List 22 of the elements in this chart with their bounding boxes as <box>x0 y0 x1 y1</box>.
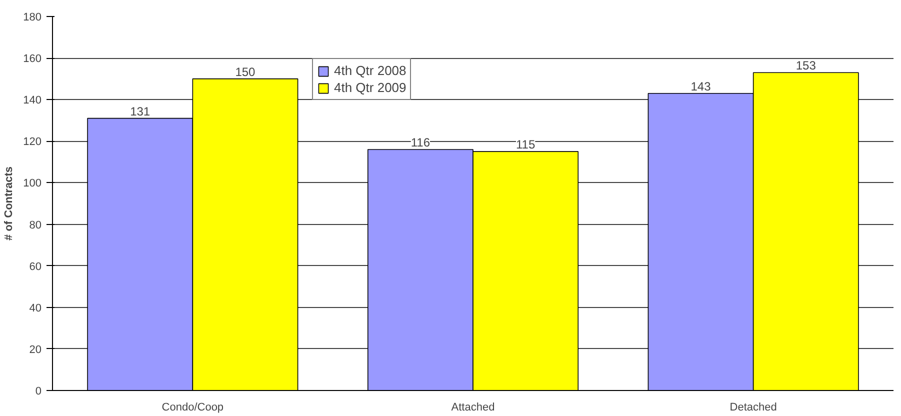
y-tick-label: 20 <box>29 344 42 356</box>
data-label: 116 <box>410 135 430 150</box>
y-tick-label: 0 <box>35 386 42 398</box>
y-tick-label: 100 <box>23 178 42 190</box>
data-label: 150 <box>235 64 256 79</box>
x-tick-label: Condo/Coop <box>162 402 224 414</box>
legend-label: 4th Qtr 2009 <box>334 80 406 95</box>
data-label: 143 <box>690 79 712 94</box>
y-tick-label: 60 <box>29 260 42 273</box>
data-label: 131 <box>130 104 150 118</box>
legend-label: 4th Qtr 2008 <box>334 63 406 78</box>
y-tick-label: 160 <box>23 53 42 66</box>
y-tick-label: 180 <box>23 12 42 24</box>
y-tick-label: 40 <box>29 302 42 314</box>
data-label: 153 <box>796 58 816 73</box>
data-label: 115 <box>516 138 536 152</box>
x-tick-label: Detached <box>730 402 777 414</box>
x-tick-label: Attached <box>451 402 495 414</box>
y-tick-label: 120 <box>23 136 42 148</box>
y-tick-label: 140 <box>23 94 42 107</box>
y-tick-label: 80 <box>29 219 42 232</box>
y-axis-title: # of Contracts <box>3 166 16 240</box>
